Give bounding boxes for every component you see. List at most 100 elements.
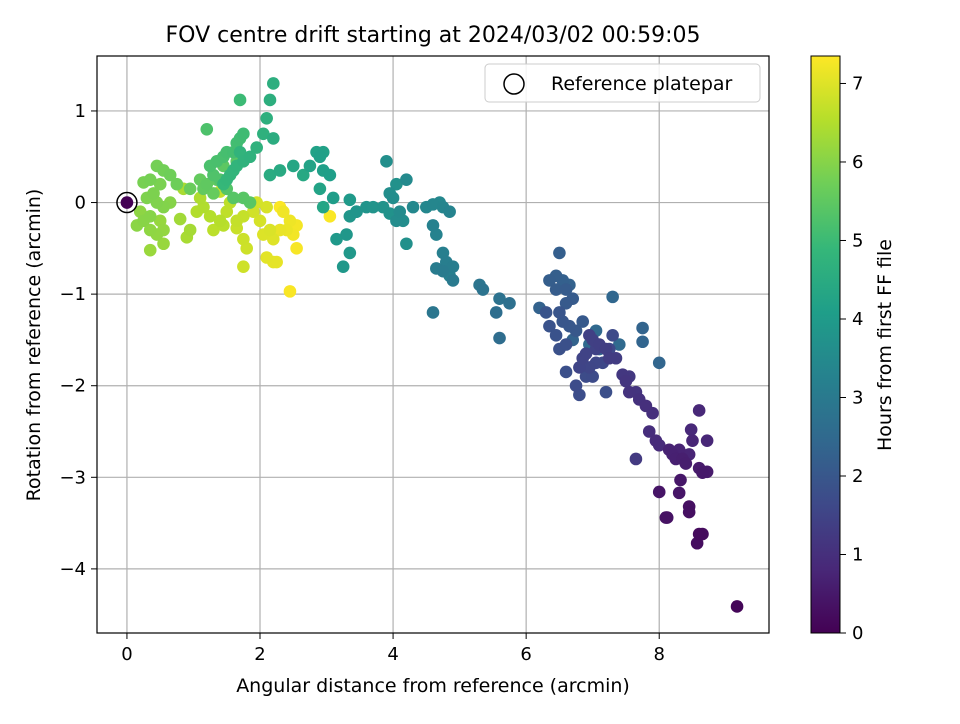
colorbar-tick-label: 3 (852, 387, 863, 408)
data-point (636, 321, 649, 335)
data-point (170, 177, 184, 191)
data-point (290, 242, 303, 255)
data-point (143, 243, 157, 257)
data-point (652, 485, 666, 499)
data-point (493, 331, 506, 345)
data-point (692, 404, 706, 417)
data-point (203, 209, 217, 223)
data-point (642, 425, 656, 438)
data-point (276, 205, 290, 218)
data-point (273, 164, 287, 177)
data-point (489, 306, 503, 319)
data-point (646, 406, 659, 420)
data-point (336, 260, 350, 273)
data-point (686, 434, 699, 447)
data-point (553, 246, 566, 260)
data-point (606, 329, 619, 342)
data-point (143, 209, 157, 223)
data-point (559, 283, 573, 296)
colorbar-tick-label: 4 (852, 309, 863, 330)
data-point (120, 196, 134, 209)
data-point (636, 335, 649, 349)
data-point (330, 232, 343, 246)
data-point (250, 141, 263, 154)
colorbar-tick-label: 1 (852, 544, 863, 565)
data-point (549, 283, 563, 296)
data-point (326, 191, 340, 205)
data-point (260, 111, 273, 125)
colorbar-tick-label: 2 (852, 466, 863, 487)
data-point (700, 434, 714, 447)
data-point (446, 260, 460, 273)
y-tick-label: 0 (75, 193, 86, 214)
data-point (273, 223, 287, 237)
data-point (143, 223, 157, 237)
data-point (476, 283, 490, 296)
data-point (340, 228, 353, 241)
data-point (207, 187, 220, 200)
colorbar-tick-label: 5 (852, 230, 863, 251)
data-point (263, 168, 277, 182)
data-point (400, 237, 413, 251)
data-point (147, 187, 160, 200)
data-point (692, 527, 706, 541)
data-point (296, 168, 310, 182)
colorbar-tick-label: 6 (852, 152, 863, 173)
data-point (446, 274, 460, 287)
legend-box (484, 63, 761, 103)
data-point (316, 200, 330, 214)
x-tick-label: 6 (520, 644, 531, 665)
data-point (443, 205, 456, 218)
data-point (237, 127, 250, 141)
data-point (283, 285, 297, 298)
data-point (622, 385, 636, 399)
data-point (263, 223, 277, 237)
y-axis-label: Rotation from reference (arcmin) (23, 189, 45, 502)
data-point (143, 173, 157, 186)
data-point (200, 122, 214, 136)
data-point (263, 93, 277, 107)
data-point (549, 329, 563, 342)
data-point (400, 173, 413, 186)
data-point (606, 290, 619, 304)
data-point (629, 452, 643, 466)
data-point (237, 260, 250, 273)
data-point (652, 356, 666, 370)
data-point (267, 77, 280, 90)
data-point (730, 600, 744, 613)
data-point (380, 155, 393, 168)
x-axis-label: Angular distance from reference (arcmin) (236, 675, 630, 697)
data-point (366, 200, 380, 214)
data-point (674, 473, 687, 487)
legend-reference-marker (503, 73, 525, 95)
data-point (583, 361, 596, 374)
data-point (243, 150, 257, 164)
colorbar-label: Hours from first FF file (874, 239, 896, 451)
x-tick-label: 8 (653, 644, 664, 665)
data-point (237, 232, 250, 246)
y-axis-ticks: 1 0 −1 −2 −3 −4 (59, 101, 97, 580)
data-point (426, 306, 440, 319)
data-point (267, 132, 280, 145)
data-point (257, 127, 270, 141)
data-point (426, 198, 440, 211)
data-point (684, 423, 698, 436)
data-point (503, 296, 516, 310)
data-point (679, 457, 693, 470)
data-point (426, 219, 440, 232)
data-point (559, 296, 573, 310)
data-point (323, 209, 337, 223)
x-tick-label: 4 (387, 644, 398, 665)
data-point (576, 315, 590, 328)
data-point (153, 177, 167, 191)
y-tick-label: −3 (59, 467, 86, 488)
x-tick-label: 0 (121, 644, 132, 665)
data-point (539, 306, 553, 319)
data-point (609, 351, 623, 365)
data-point (163, 168, 177, 182)
data-point (157, 237, 170, 251)
data-point (313, 150, 327, 164)
x-tick-label: 2 (254, 644, 265, 665)
data-point (286, 159, 300, 173)
